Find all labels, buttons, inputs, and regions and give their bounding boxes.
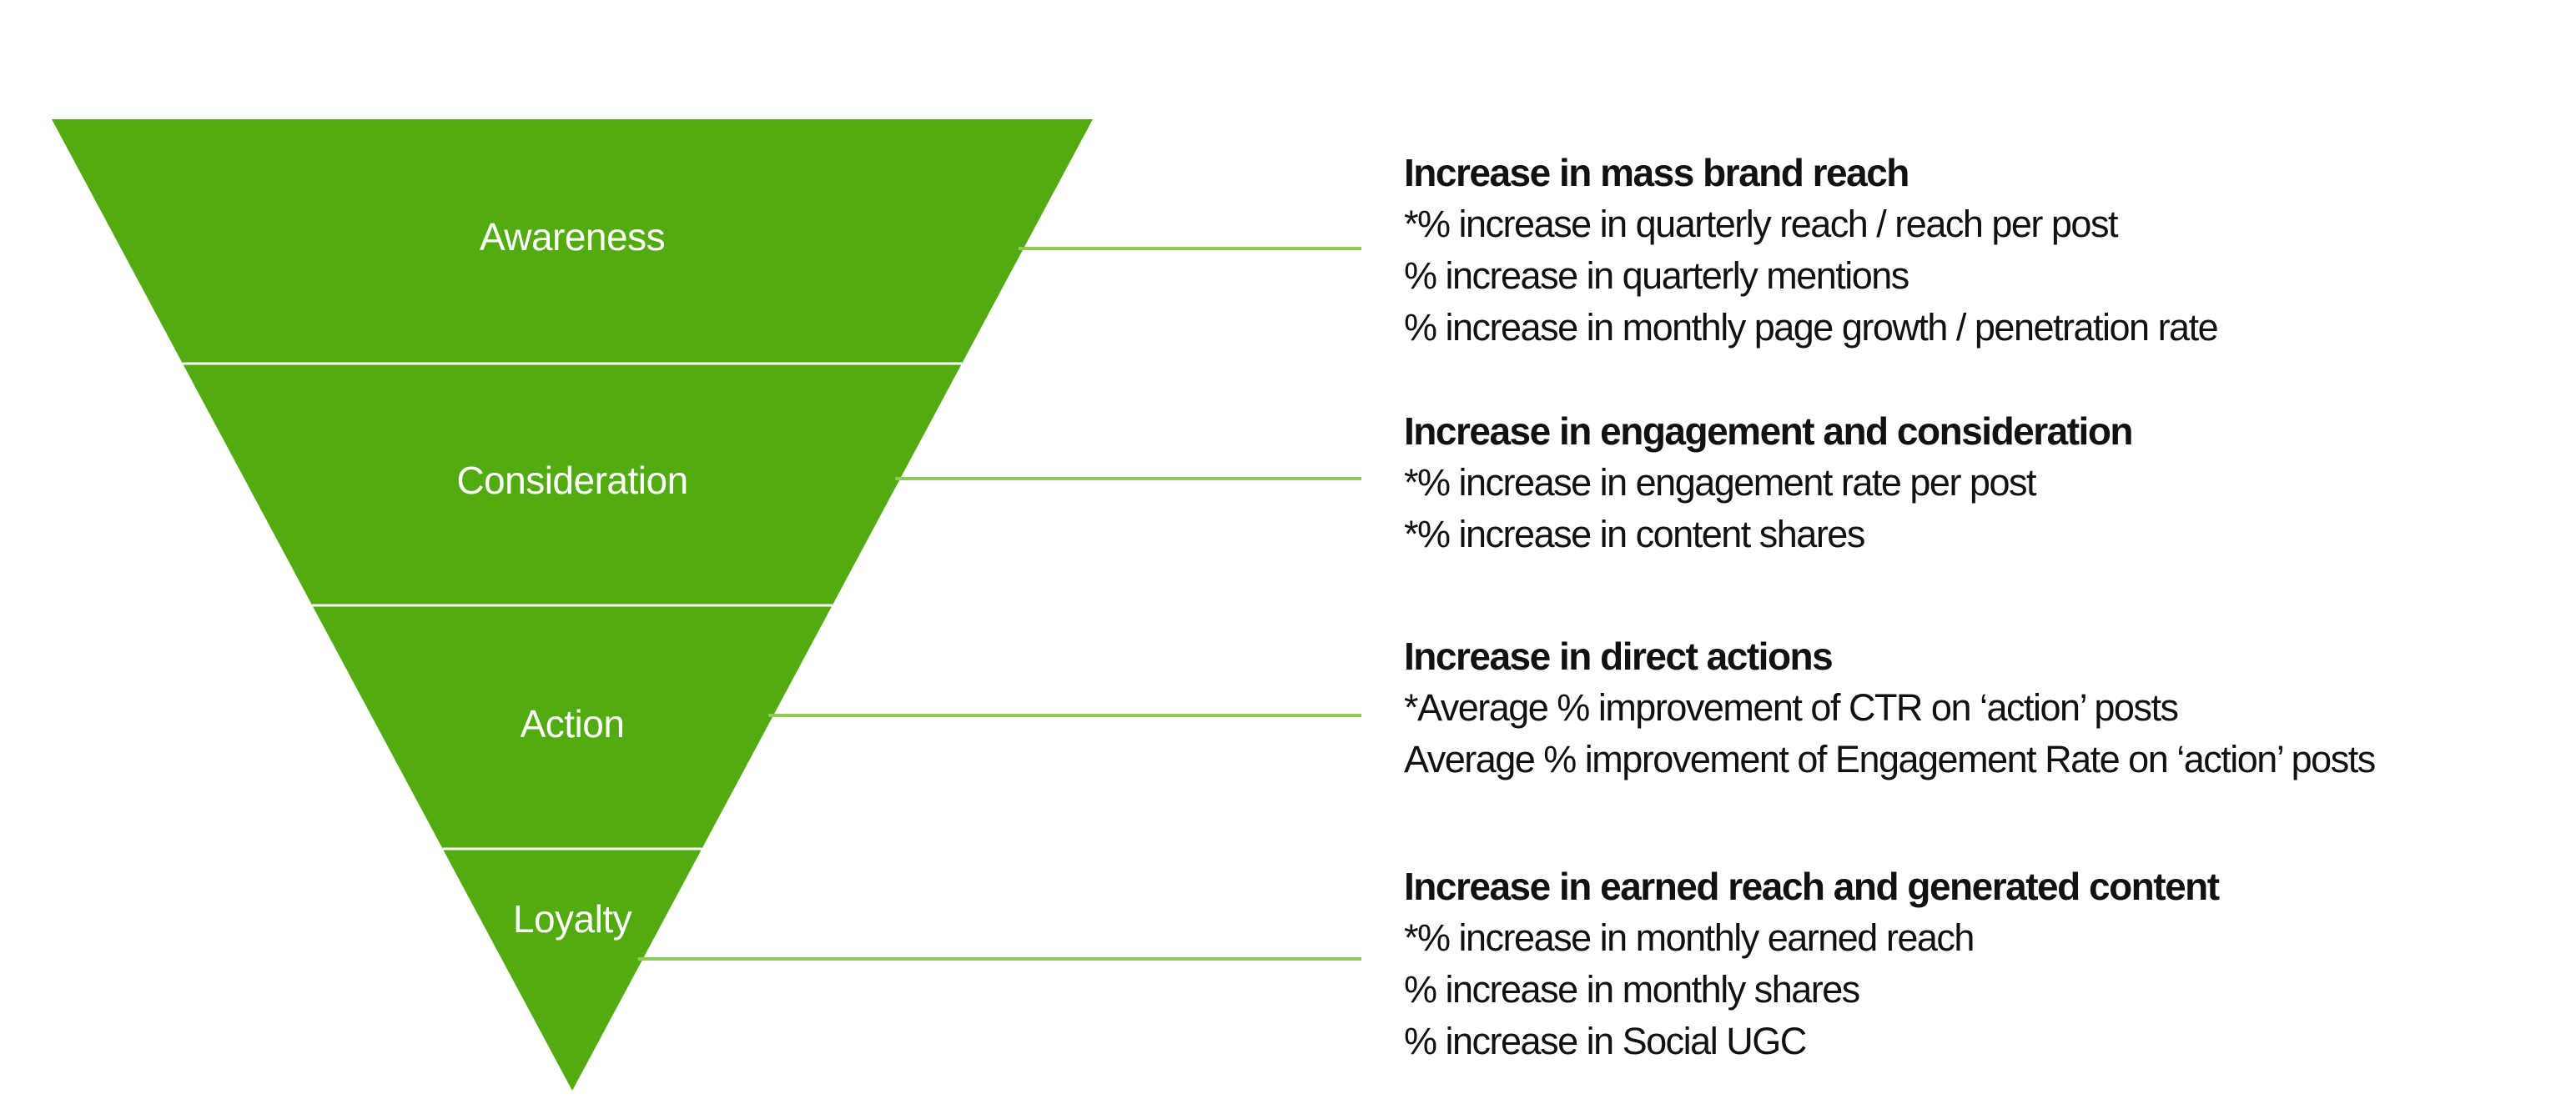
kpi-metric: % increase in Social UGC xyxy=(1404,1020,1807,1062)
kpi-heading: Increase in mass brand reach xyxy=(1404,151,1909,194)
kpi-metric: *% increase in engagement rate per post xyxy=(1404,461,2037,504)
kpi-heading: Increase in earned reach and generated c… xyxy=(1404,865,2220,908)
funnel-segment-consideration xyxy=(182,364,963,605)
stage-label-loyalty: Loyalty xyxy=(513,897,632,941)
kpi-heading: Increase in direct actions xyxy=(1404,635,1834,678)
kpi-metric: % increase in monthly shares xyxy=(1404,968,1860,1011)
stage-label-action: Action xyxy=(521,702,625,745)
kpi-metric: % increase in monthly page growth / pene… xyxy=(1404,306,2219,349)
kpi-metric: Average % improvement of Engagement Rate… xyxy=(1404,738,2376,780)
stage-label-consideration: Consideration xyxy=(456,459,687,502)
funnel-segment-loyalty xyxy=(442,849,702,1091)
kpi-metric: *% increase in monthly earned reach xyxy=(1404,916,1975,959)
kpi-block-loyalty: Increase in earned reach and generated c… xyxy=(1404,861,2220,1067)
kpi-block-awareness: Increase in mass brand reach *% increase… xyxy=(1404,147,2219,354)
kpi-block-action: Increase in direct actions *Average % im… xyxy=(1404,630,2376,785)
funnel-segment-awareness xyxy=(52,119,1093,364)
kpi-block-consideration: Increase in engagement and consideration… xyxy=(1404,405,2134,560)
stage-label-awareness: Awareness xyxy=(480,215,665,258)
kpi-metric: *% increase in content shares xyxy=(1404,513,1865,555)
kpi-metric: % increase in quarterly mentions xyxy=(1404,254,1909,297)
kpi-heading: Increase in engagement and consideration xyxy=(1404,409,2134,453)
kpi-metric: *Average % improvement of CTR on ‘action… xyxy=(1404,686,2179,729)
kpi-metric: *% increase in quarterly reach / reach p… xyxy=(1404,203,2118,245)
funnel-segment-action xyxy=(312,605,833,849)
